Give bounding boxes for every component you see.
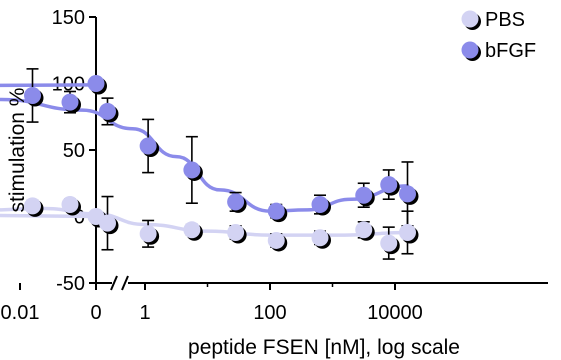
fit-curves xyxy=(0,83,410,237)
point-bfgf xyxy=(24,86,41,104)
point-bfgf xyxy=(267,202,285,220)
data-points xyxy=(24,75,419,255)
point-bfgf xyxy=(355,186,373,204)
legend-marker-pbs xyxy=(461,10,479,28)
x-tick-label: 0.01 xyxy=(1,302,40,324)
x-axis-title: peptide FSEN [nM], log scale xyxy=(188,336,460,359)
x-tick-label: 100 xyxy=(253,302,286,324)
fit-curve-bfgf xyxy=(0,83,410,213)
axis-break-mark xyxy=(110,275,118,291)
point-pbs xyxy=(139,225,157,243)
y-tick-label: 50 xyxy=(63,140,85,162)
fit-curve-pbs xyxy=(0,206,410,237)
point-bfgf xyxy=(87,75,105,92)
point-bfgf xyxy=(61,93,79,111)
point-bfgf xyxy=(139,137,157,155)
point-pbs xyxy=(380,234,398,252)
point-pbs xyxy=(183,221,201,239)
legend-label-bfgf: bFGF xyxy=(485,40,536,62)
point-pbs xyxy=(227,223,245,241)
x-tick-label: 10000 xyxy=(367,302,423,324)
point-pbs xyxy=(267,231,285,249)
point-pbs xyxy=(61,196,79,214)
y-axis-title: stimulation % xyxy=(6,88,29,213)
point-bfgf xyxy=(399,185,416,203)
y-tick-label: -50 xyxy=(56,273,85,295)
x-tick-label: 1 xyxy=(139,302,150,324)
legend-label-pbs: PBS xyxy=(485,9,525,31)
point-pbs xyxy=(311,229,329,247)
point-bfgf xyxy=(311,196,329,214)
point-pbs xyxy=(99,214,116,232)
legend-marker-bfgf xyxy=(461,41,479,59)
point-pbs xyxy=(24,197,41,215)
axis-break-mark xyxy=(121,275,129,291)
point-pbs xyxy=(355,221,373,239)
point-bfgf xyxy=(227,193,245,211)
y-tick-label: 150 xyxy=(52,7,85,29)
legend: PBS bFGF xyxy=(461,9,536,62)
point-bfgf xyxy=(99,102,116,120)
x-tick-label: 0 xyxy=(90,302,101,324)
point-bfgf xyxy=(183,161,201,179)
point-bfgf xyxy=(380,176,398,194)
point-pbs xyxy=(399,223,416,241)
